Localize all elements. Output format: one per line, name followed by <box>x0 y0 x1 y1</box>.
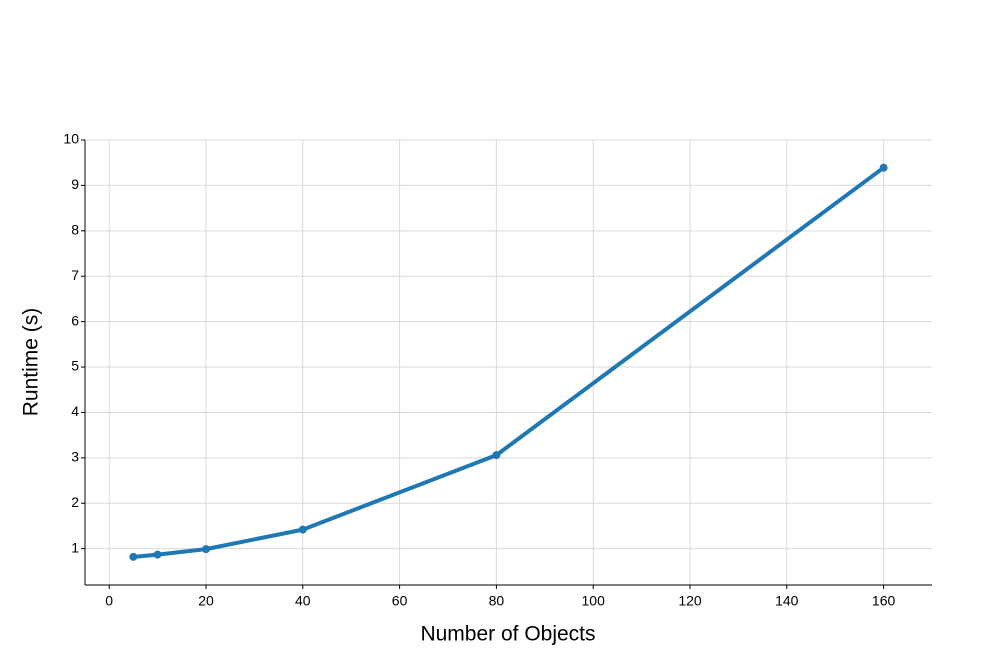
x-tick-label: 100 <box>582 593 606 609</box>
y-tick-label: 1 <box>71 539 79 555</box>
x-tick-label: 160 <box>872 593 896 609</box>
y-tick-label: 2 <box>71 494 79 510</box>
y-tick-label: 8 <box>71 222 79 238</box>
y-tick-label: 4 <box>71 403 79 419</box>
y-tick-label: 7 <box>71 267 79 283</box>
point <box>298 525 307 534</box>
point <box>153 550 162 559</box>
x-tick-label: 60 <box>392 593 408 609</box>
x-tick-label: 80 <box>489 593 505 609</box>
y-tick-label: 9 <box>71 176 79 192</box>
x-tick-label: 0 <box>105 593 113 609</box>
point <box>879 163 888 172</box>
line <box>133 166 885 559</box>
x-axis-label: Number of Objects <box>420 623 595 646</box>
point <box>492 451 501 460</box>
y-axis-label: Runtime (s) <box>20 308 43 417</box>
y-tick-label: 10 <box>63 131 79 147</box>
x-tick-label: 140 <box>775 593 799 609</box>
y-tick-label: 6 <box>71 312 79 328</box>
x-tick-label: 40 <box>295 593 311 609</box>
x-tick-label: 120 <box>678 593 702 609</box>
y-tick-label: 3 <box>71 449 79 465</box>
point <box>129 552 138 561</box>
x-tick-label: 20 <box>198 593 214 609</box>
point <box>202 545 210 554</box>
y-tick-label: 5 <box>71 358 79 374</box>
